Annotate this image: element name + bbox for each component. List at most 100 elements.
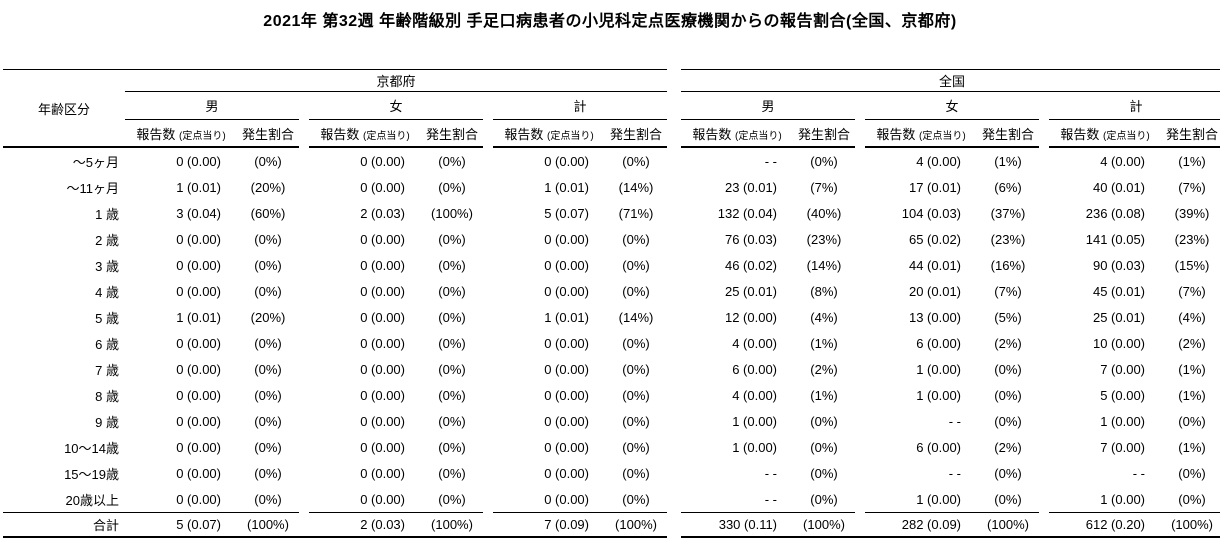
rate-cell: (0%) (438, 387, 466, 403)
column-gap (299, 356, 309, 382)
count-cell: 0 (0.00) (544, 439, 589, 455)
column-gap (483, 486, 493, 513)
column-gap (483, 356, 493, 382)
rate-cell: (2%) (994, 335, 1022, 351)
count-cell: 0 (0.00) (176, 361, 221, 377)
count-cell: 0 (0.00) (544, 491, 589, 507)
column-gap (855, 226, 865, 252)
table-row: 3 歳 0 (0.00) (0%) 0 (0.00) (0%) 0 (0.00) (0%) 4… (3, 252, 1220, 278)
count-cell: 46 (0.02) (724, 257, 778, 273)
rate-cell: (0%) (254, 231, 282, 247)
column-gap (1039, 174, 1049, 200)
table-row: 10～14歳 0 (0.00) (0%) 0 (0.00) (0%) 0 (0.00) (0… (3, 434, 1220, 460)
rate-cell: (7%) (1178, 283, 1206, 299)
count-cell: 5 (0.00) (1100, 387, 1146, 403)
count-cell: - - (1132, 465, 1146, 481)
column-gap (299, 512, 309, 538)
rate-cell: (14%) (618, 179, 654, 195)
count-header-sub: (定点当り) (362, 130, 410, 142)
rate-cell: (1%) (1178, 361, 1206, 377)
section-gap (667, 252, 681, 278)
rate-cell: (0%) (254, 491, 282, 507)
column-gap (299, 147, 309, 174)
rate-cell: (0%) (622, 413, 650, 429)
rate-cell: (0%) (438, 283, 466, 299)
total-label: 合計 (3, 512, 125, 538)
count-cell: 0 (0.00) (544, 465, 589, 481)
table-row: 15～19歳 0 (0.00) (0%) 0 (0.00) (0%) 0 (0.00) (0… (3, 460, 1220, 486)
rate-cell: (0%) (994, 413, 1022, 429)
count-cell: 0 (0.00) (544, 283, 589, 299)
count-cell: 0 (0.00) (176, 387, 221, 403)
count-cell: 0 (0.00) (360, 231, 405, 247)
rate-cell: (0%) (254, 153, 282, 169)
column-gap (855, 382, 865, 408)
count-header-main: 報告数 (136, 126, 176, 142)
count-cell: 1 (0.01) (544, 309, 589, 325)
rate-cell: (0%) (254, 283, 282, 299)
column-gap (855, 120, 865, 148)
column-gap (299, 120, 309, 148)
rate-cell: (0%) (1178, 491, 1206, 507)
column-gap (299, 92, 309, 120)
count-cell: 141 (0.05) (1085, 231, 1146, 247)
column-gap (1039, 252, 1049, 278)
column-gap (299, 174, 309, 200)
rate-cell: (0%) (622, 465, 650, 481)
count-cell: 0 (0.00) (544, 387, 589, 403)
header-row-measures: 報告数 (定点当り) 発生割合 報告数 (定点当り) 発生割合 報告数 (定点当り) 発生… (3, 119, 1220, 148)
column-gap (299, 408, 309, 434)
column-gap (483, 382, 493, 408)
table-row: 20歳以上 0 (0.00) (0%) 0 (0.00) (0%) 0 (0.00) (0%… (3, 486, 1220, 513)
rate-cell: (20%) (250, 309, 286, 325)
page-title: 2021年 第32週 年齢階級別 手足口病患者の小児科定点医療機関からの報告割合… (263, 13, 957, 30)
rate-cell: (0%) (994, 361, 1022, 377)
column-gap (1039, 434, 1049, 460)
count-cell: 20 (0.01) (908, 283, 962, 299)
count-header: 報告数 (定点当り) (681, 119, 794, 148)
rate-header: 発生割合 (237, 119, 299, 148)
section-gap (667, 513, 681, 538)
sex-header-national-female: 女 (865, 91, 1040, 120)
age-label: 2 歳 (95, 232, 119, 248)
count-cell: 65 (0.02) (908, 231, 962, 247)
section-gap (667, 226, 681, 252)
count-cell: 4 (0.00) (732, 387, 778, 403)
count-header-main: 報告数 (504, 126, 544, 142)
count-cell: 1 (0.00) (1100, 413, 1146, 429)
column-gap (299, 330, 309, 356)
count-cell: 0 (0.00) (360, 413, 405, 429)
rate-cell: (14%) (618, 309, 654, 325)
rate-cell: (0%) (994, 465, 1022, 481)
count-header: 報告数 (定点当り) (865, 119, 978, 148)
count-cell: 0 (0.00) (544, 413, 589, 429)
age-column-header: 年齢区分 (3, 69, 125, 148)
rate-cell: (0%) (622, 361, 650, 377)
rate-cell: (1%) (810, 387, 838, 403)
rate-cell: (20%) (250, 179, 286, 195)
count-cell: 282 (0.09) (865, 512, 978, 538)
section-gap (667, 174, 681, 200)
column-gap (483, 408, 493, 434)
section-gap (667, 356, 681, 382)
rate-cell: (0%) (810, 465, 838, 481)
rate-cell: (0%) (438, 257, 466, 273)
column-gap (855, 147, 865, 174)
rate-header: 発生割合 (421, 119, 483, 148)
count-cell: 6 (0.00) (732, 361, 778, 377)
count-cell: 17 (0.01) (908, 179, 962, 195)
rate-cell: (1%) (810, 335, 838, 351)
rate-cell: (4%) (1178, 309, 1206, 325)
column-gap (483, 330, 493, 356)
count-cell: - - (764, 491, 778, 507)
count-header-sub: (定点当り) (546, 130, 594, 142)
count-cell: 2 (0.03) (309, 512, 421, 538)
count-cell: 44 (0.01) (908, 257, 962, 273)
rate-cell: (2%) (1178, 335, 1206, 351)
rate-cell: (23%) (1174, 231, 1210, 247)
column-gap (483, 226, 493, 252)
count-cell: 1 (0.01) (544, 179, 589, 195)
count-cell: 6 (0.00) (916, 335, 962, 351)
rate-header: 発生割合 (977, 119, 1040, 148)
rate-cell: (0%) (622, 335, 650, 351)
